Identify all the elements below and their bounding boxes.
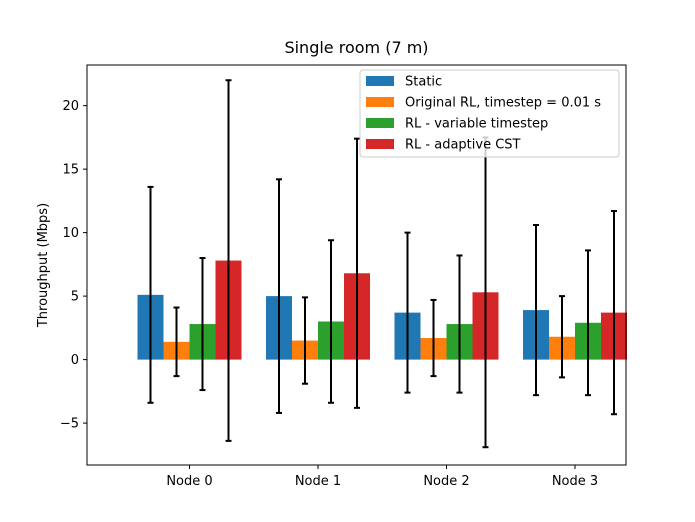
x-tick-label: Node 0 [166, 474, 212, 489]
x-tick-label: Node 2 [423, 474, 469, 489]
x-tick-label: Node 3 [552, 474, 598, 489]
legend: Static Original RL, timestep = 0.01 s RL -… [359, 69, 620, 158]
legend-box [359, 69, 620, 158]
legend-entry: RL - adaptive CST [405, 138, 521, 153]
y-tick-label: 0 [71, 353, 79, 368]
error-bars-layer [147, 79, 617, 449]
y-tick-label: 15 [62, 163, 79, 178]
y-tick-label: 5 [71, 290, 79, 305]
x-axis: Node 0 Node 1 Node 2 Node 3 [166, 465, 598, 489]
y-axis: −5 0 5 10 15 20 [60, 99, 87, 432]
y-axis-label: Throughput (Mbps) [36, 203, 51, 328]
legend-entry: RL - variable timestep [405, 117, 548, 132]
legend-swatch [366, 97, 394, 107]
legend-entry: Static [405, 75, 442, 90]
x-tick-label: Node 1 [295, 474, 341, 489]
y-tick-label: 20 [62, 99, 79, 114]
chart-title: Single room (7 m) [284, 38, 428, 57]
legend-entry: Original RL, timestep = 0.01 s [405, 96, 601, 111]
plot-frame [86, 64, 627, 466]
legend-swatch [366, 118, 394, 128]
legend-swatch [366, 76, 394, 86]
y-tick-label: 10 [62, 226, 79, 241]
y-tick-label: −5 [60, 417, 79, 432]
legend-swatch [366, 139, 394, 149]
